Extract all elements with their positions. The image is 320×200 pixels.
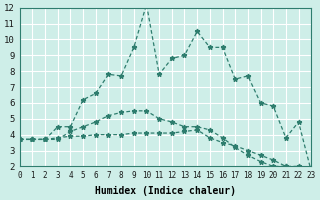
X-axis label: Humidex (Indice chaleur): Humidex (Indice chaleur) <box>95 186 236 196</box>
